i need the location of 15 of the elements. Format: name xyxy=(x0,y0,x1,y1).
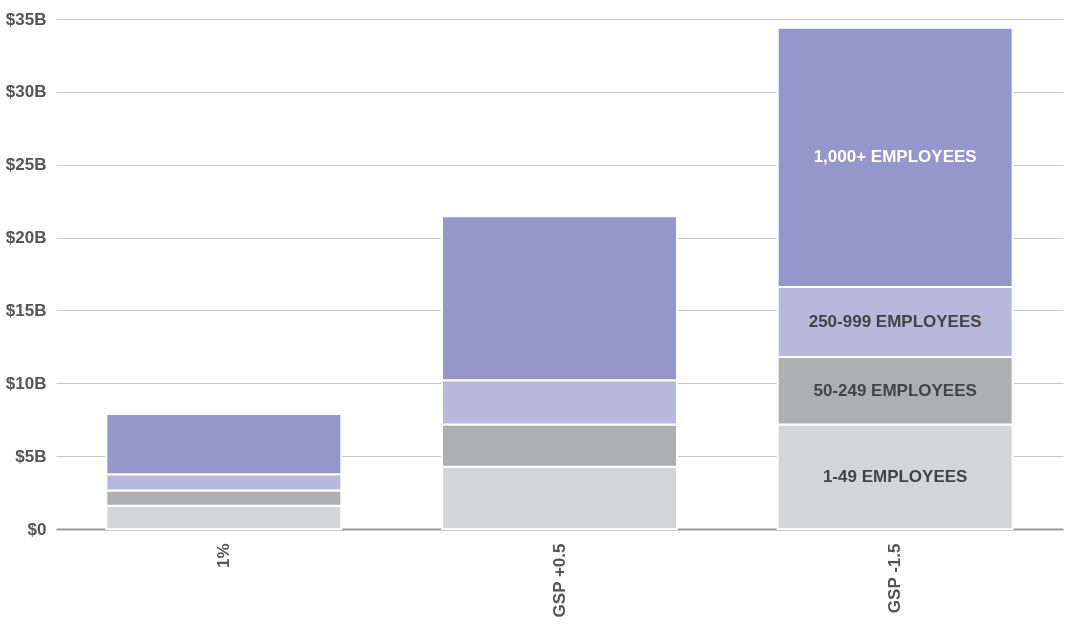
y-tick-label: $30B xyxy=(5,82,47,102)
series-label: 1,000+ EMPLOYEES xyxy=(813,147,977,167)
y-tick-label: $15B xyxy=(5,300,47,320)
y-tick-label: $20B xyxy=(5,228,47,248)
x-tick-label: 1% xyxy=(213,543,233,569)
x-tick-label: GSP -1.5 xyxy=(885,543,905,614)
y-tick-label: $0 xyxy=(27,519,47,539)
series-label: 250-999 EMPLOYEES xyxy=(808,312,982,332)
y-tick-label: $25B xyxy=(5,155,47,175)
x-tick-label: GSP +0.5 xyxy=(549,543,569,618)
series-label: 1-49 EMPLOYEES xyxy=(822,466,968,486)
y-tick-label: $5B xyxy=(15,446,47,466)
y-tick-label: $10B xyxy=(5,373,47,393)
series-label: 50-249 EMPLOYEES xyxy=(813,380,977,400)
y-tick-label: $35B xyxy=(5,9,47,29)
